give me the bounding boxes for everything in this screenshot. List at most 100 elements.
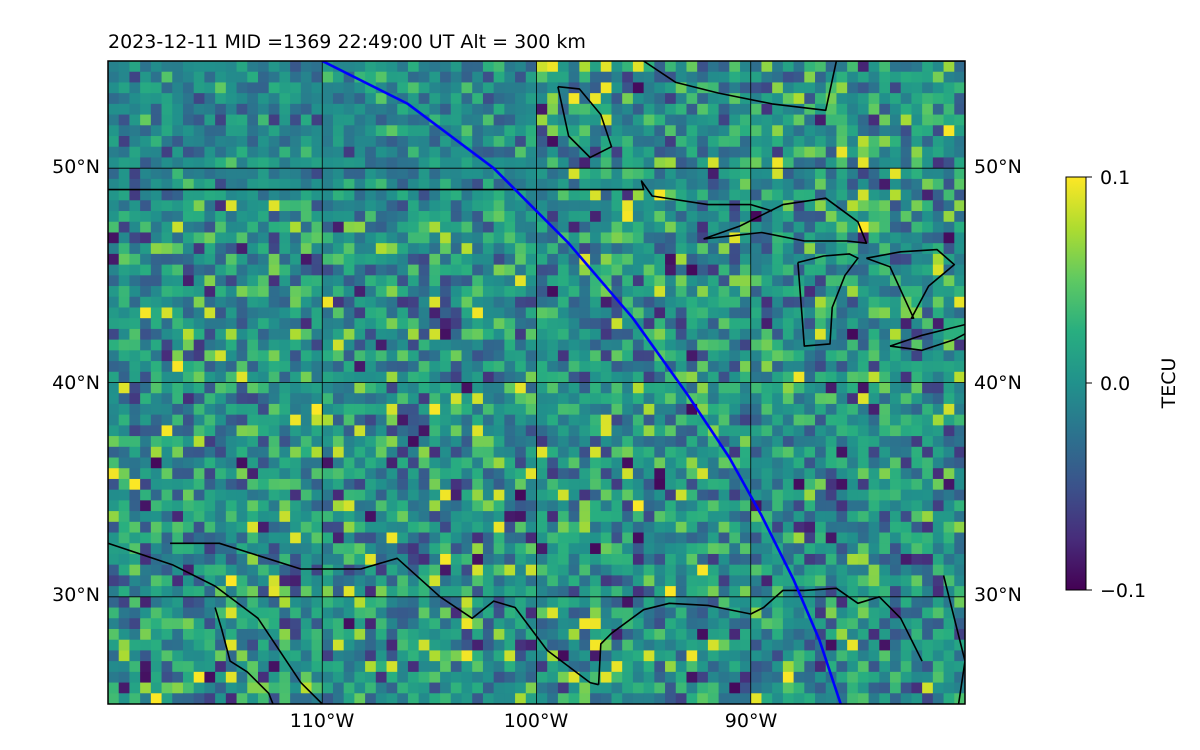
heatmap-cell xyxy=(193,425,206,437)
heatmap-cell xyxy=(707,350,720,362)
heatmap-cell xyxy=(375,575,388,587)
heatmap-cell xyxy=(257,489,270,501)
heatmap-cell xyxy=(300,114,313,126)
heatmap-cell xyxy=(386,275,398,287)
heatmap-cell xyxy=(525,639,538,652)
heatmap-cell xyxy=(140,286,152,298)
heatmap-cell xyxy=(322,361,334,373)
heatmap-cell xyxy=(193,489,206,501)
heatmap-cell xyxy=(815,511,827,523)
heatmap-cell xyxy=(718,575,730,587)
heatmap-cell xyxy=(922,628,934,641)
heatmap-cell xyxy=(108,446,120,459)
heatmap-cell xyxy=(847,221,859,234)
heatmap-cell xyxy=(707,296,720,309)
heatmap-cell xyxy=(643,425,655,437)
heatmap-cell xyxy=(622,393,634,405)
heatmap-cell xyxy=(772,339,784,351)
heatmap-cell xyxy=(397,596,409,609)
heatmap-cell xyxy=(397,671,409,684)
heatmap-cell xyxy=(825,114,838,126)
heatmap-cell xyxy=(525,521,538,534)
heatmap-cell xyxy=(943,553,955,566)
heatmap-cell xyxy=(557,168,570,180)
heatmap-cell xyxy=(215,596,227,609)
heatmap-cell xyxy=(225,382,238,394)
heatmap-cell xyxy=(461,682,473,694)
heatmap-cell xyxy=(697,253,709,266)
heatmap-cell xyxy=(547,414,559,426)
heatmap-cell xyxy=(622,543,634,555)
heatmap-cell xyxy=(815,328,827,341)
heatmap-cell xyxy=(172,628,184,641)
heatmap-cell xyxy=(611,575,623,587)
heatmap-cell xyxy=(440,607,452,619)
heatmap-cell xyxy=(440,661,452,673)
heatmap-cell xyxy=(793,286,805,298)
heatmap-cell xyxy=(332,382,345,394)
heatmap-cell xyxy=(140,618,152,630)
heatmap-cell xyxy=(279,350,291,362)
heatmap-cell xyxy=(686,71,698,84)
heatmap-cell xyxy=(847,103,859,116)
heatmap-cell xyxy=(386,500,398,512)
heatmap-cell xyxy=(675,553,688,566)
heatmap-cell xyxy=(322,575,334,587)
heatmap-cell xyxy=(129,650,141,662)
heatmap-cell xyxy=(718,328,730,341)
heatmap-cell xyxy=(600,178,613,191)
heatmap-cell xyxy=(311,650,323,662)
heatmap-cell xyxy=(236,596,248,609)
heatmap-cell xyxy=(900,639,913,652)
heatmap-cell xyxy=(504,500,516,512)
heatmap-cell xyxy=(729,82,741,94)
heatmap-cell xyxy=(397,682,409,694)
heatmap-cell xyxy=(611,618,623,630)
heatmap-cell xyxy=(847,275,859,287)
heatmap-cell xyxy=(568,618,580,630)
heatmap-cell xyxy=(879,639,891,652)
heatmap-cell xyxy=(675,189,688,201)
heatmap-cell xyxy=(600,114,613,126)
heatmap-cell xyxy=(557,393,570,405)
heatmap-cell xyxy=(375,650,388,662)
heatmap-cell xyxy=(600,446,613,459)
heatmap-cell xyxy=(482,693,495,704)
heatmap-cell xyxy=(472,296,484,309)
heatmap-cell xyxy=(407,543,420,555)
heatmap-cell xyxy=(440,618,452,630)
heatmap-cell xyxy=(204,61,216,73)
heatmap-cell xyxy=(108,650,120,662)
heatmap-cell xyxy=(922,671,934,684)
heatmap-cell xyxy=(900,243,913,255)
heatmap-cell xyxy=(407,318,420,330)
heatmap-cell xyxy=(632,650,645,662)
heatmap-cell xyxy=(632,564,645,576)
heatmap-cell xyxy=(815,382,827,394)
heatmap-cell xyxy=(590,328,602,341)
heatmap-cell xyxy=(675,221,688,234)
heatmap-cell xyxy=(504,403,516,416)
heatmap-cell xyxy=(182,489,195,501)
heatmap-cell xyxy=(643,521,655,534)
heatmap-cell xyxy=(290,425,302,437)
heatmap-cell xyxy=(450,628,463,641)
heatmap-cell xyxy=(386,232,398,244)
heatmap-cell xyxy=(782,328,795,341)
heatmap-cell xyxy=(407,339,420,351)
heatmap-cell xyxy=(311,457,323,469)
heatmap-cell xyxy=(804,500,816,512)
heatmap-cell xyxy=(922,286,934,298)
heatmap-cell xyxy=(654,339,666,351)
heatmap-cell xyxy=(482,200,495,212)
heatmap-cell xyxy=(397,307,409,319)
heatmap-cell xyxy=(161,436,173,448)
heatmap-cell xyxy=(825,425,838,437)
heatmap-cell xyxy=(847,339,859,351)
heatmap-cell xyxy=(461,168,473,180)
heatmap-cell xyxy=(911,339,923,351)
heatmap-cell xyxy=(161,586,173,598)
heatmap-cell xyxy=(300,103,313,116)
heatmap-cell xyxy=(740,628,752,641)
heatmap-cell xyxy=(932,275,945,287)
